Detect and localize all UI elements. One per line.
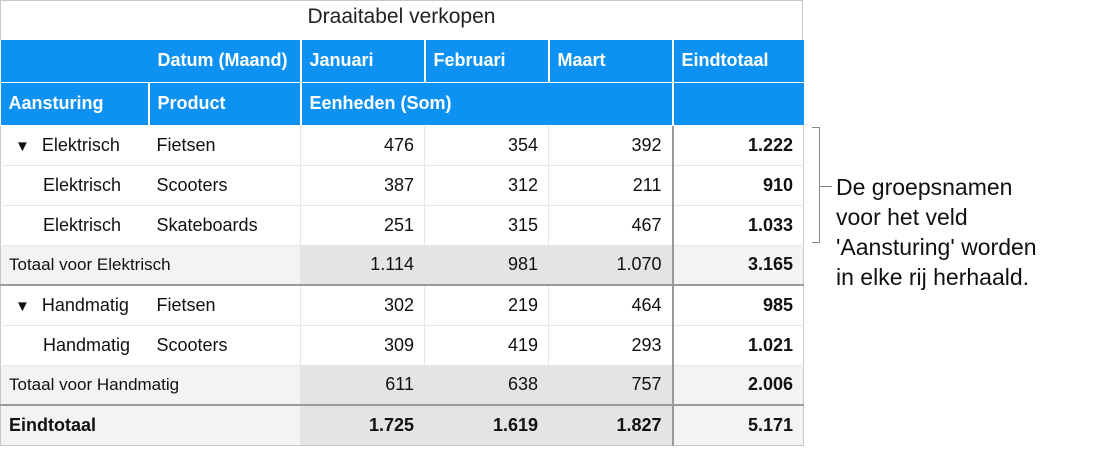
- subtotal-cell[interactable]: 1.070: [548, 245, 673, 286]
- subtotal-cell[interactable]: 981: [424, 245, 549, 286]
- row-field-product[interactable]: Product: [148, 82, 302, 126]
- group-cell[interactable]: ▼ Elektrisch: [0, 125, 149, 166]
- product-cell[interactable]: Scooters: [148, 165, 301, 206]
- table-row[interactable]: Elektrisch Scooters 387 312 211 910: [0, 165, 804, 206]
- subtotal-row[interactable]: Totaal voor Elektrisch 1.114 981 1.070 3…: [0, 245, 804, 286]
- callout-line: [820, 186, 832, 187]
- subtotal-total-cell[interactable]: 3.165: [671, 245, 804, 286]
- row-total-cell[interactable]: 910: [671, 165, 804, 206]
- value-cell[interactable]: 354: [424, 125, 549, 166]
- column-header-januari[interactable]: Januari: [300, 40, 426, 83]
- value-cell[interactable]: 309: [300, 325, 425, 366]
- product-cell[interactable]: Fietsen: [148, 285, 301, 326]
- callout-text: De groepsnamen voor het veld 'Aansturing…: [836, 172, 1101, 292]
- value-cell[interactable]: 302: [300, 285, 425, 326]
- disclosure-triangle-icon[interactable]: ▼: [15, 137, 30, 155]
- value-cell[interactable]: 419: [424, 325, 549, 366]
- row-total-cell[interactable]: 985: [671, 285, 804, 326]
- subtotal-cell[interactable]: 1.114: [300, 245, 425, 286]
- callout-bracket: [812, 127, 820, 243]
- grand-total-row[interactable]: Eindtotaal 1.725 1.619 1.827 5.171: [0, 405, 804, 446]
- subtotal-cell[interactable]: 611: [300, 365, 425, 406]
- pivot-table: Draaitabel verkopen Datum (Maand) Januar…: [0, 0, 804, 446]
- value-cell[interactable]: 467: [548, 205, 673, 246]
- column-header-row: Datum (Maand) Januari Februari Maart Ein…: [0, 40, 804, 83]
- product-cell[interactable]: Skateboards: [148, 205, 301, 246]
- grand-total-cell[interactable]: 1.827: [548, 405, 673, 446]
- value-cell[interactable]: 312: [424, 165, 549, 206]
- disclosure-triangle-icon[interactable]: ▼: [15, 297, 30, 315]
- table-row[interactable]: Elektrisch Skateboards 251 315 467 1.033: [0, 205, 804, 246]
- column-header-februari[interactable]: Februari: [424, 40, 550, 83]
- grand-total-cell[interactable]: 1.619: [424, 405, 549, 446]
- table-row[interactable]: Handmatig Scooters 309 419 293 1.021: [0, 325, 804, 366]
- subtotal-cell[interactable]: 757: [548, 365, 673, 406]
- callout-line-2: voor het veld: [836, 204, 968, 230]
- pivot-grid: Datum (Maand) Januari Februari Maart Ein…: [0, 40, 804, 446]
- subtotal-total-cell[interactable]: 2.006: [671, 365, 804, 406]
- subtotal-label[interactable]: Totaal voor Elektrisch: [0, 245, 301, 286]
- callout-line-4: in elke rij herhaald.: [836, 264, 1030, 290]
- row-field-aansturing[interactable]: Aansturing: [0, 82, 150, 126]
- value-cell[interactable]: 476: [300, 125, 425, 166]
- subtotal-row[interactable]: Totaal voor Handmatig 611 638 757 2.006: [0, 365, 804, 406]
- product-cell[interactable]: Scooters: [148, 325, 301, 366]
- row-total-cell[interactable]: 1.222: [671, 125, 804, 166]
- row-total-cell[interactable]: 1.021: [671, 325, 804, 366]
- value-field-empty: [672, 82, 804, 126]
- value-cell[interactable]: 387: [300, 165, 425, 206]
- group-cell[interactable]: ▼ Handmatig: [0, 285, 149, 326]
- callout-line-1: De groepsnamen: [836, 174, 1013, 200]
- product-cell[interactable]: Fietsen: [148, 125, 301, 166]
- row-total-cell[interactable]: 1.033: [671, 205, 804, 246]
- grand-total-label[interactable]: Eindtotaal: [0, 405, 301, 446]
- table-row[interactable]: ▼ Elektrisch Fietsen 476 354 392 1.222: [0, 125, 804, 166]
- value-cell[interactable]: 392: [548, 125, 673, 166]
- group-cell[interactable]: Elektrisch: [0, 165, 149, 206]
- column-header-eindtotaal[interactable]: Eindtotaal: [672, 40, 804, 83]
- callout-line-3: 'Aansturing' worden: [836, 234, 1037, 260]
- table-row[interactable]: ▼ Handmatig Fietsen 302 219 464 985: [0, 285, 804, 326]
- column-field-datum[interactable]: Datum (Maand): [0, 40, 302, 83]
- value-field-eenheden[interactable]: Eenheden (Som): [300, 82, 674, 126]
- value-cell[interactable]: 219: [424, 285, 549, 326]
- grand-total-total-cell[interactable]: 5.171: [671, 405, 804, 446]
- column-header-maart[interactable]: Maart: [548, 40, 674, 83]
- value-cell[interactable]: 315: [424, 205, 549, 246]
- subtotal-cell[interactable]: 638: [424, 365, 549, 406]
- value-cell[interactable]: 293: [548, 325, 673, 366]
- group-cell[interactable]: Handmatig: [0, 325, 149, 366]
- pivot-title: Draaitabel verkopen: [0, 0, 803, 40]
- value-cell[interactable]: 464: [548, 285, 673, 326]
- grand-total-cell[interactable]: 1.725: [300, 405, 425, 446]
- value-cell[interactable]: 211: [548, 165, 673, 206]
- row-field-header-row: Aansturing Product Eenheden (Som): [0, 82, 804, 126]
- subtotal-label[interactable]: Totaal voor Handmatig: [0, 365, 301, 406]
- value-cell[interactable]: 251: [300, 205, 425, 246]
- group-cell[interactable]: Elektrisch: [0, 205, 149, 246]
